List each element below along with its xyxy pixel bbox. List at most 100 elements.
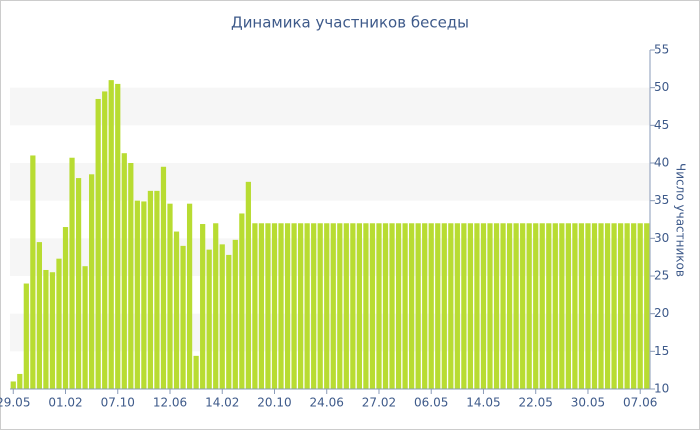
bar: [298, 223, 304, 389]
bar: [173, 231, 180, 389]
bar: [520, 223, 526, 389]
bar: [604, 223, 611, 389]
bar: [572, 223, 578, 389]
chart-title: Динамика участников беседы: [231, 14, 469, 32]
bar: [23, 283, 29, 389]
y-axis-label: Число участников: [674, 163, 688, 277]
y-tick-label: 25: [654, 269, 669, 283]
bar: [382, 223, 389, 389]
bar: [506, 223, 513, 389]
y-tick-label: 10: [654, 382, 669, 396]
bar: [284, 223, 291, 389]
bar: [356, 223, 362, 389]
bar: [69, 157, 75, 389]
bar: [343, 223, 349, 389]
bar: [480, 223, 487, 389]
bar: [36, 242, 42, 389]
bar: [232, 239, 238, 389]
bar: [513, 223, 519, 389]
x-tick-label: 07.06: [623, 396, 657, 410]
x-tick-label: 22.05: [519, 396, 553, 410]
bar: [448, 223, 454, 389]
bar: [278, 223, 284, 389]
bar: [75, 178, 82, 389]
bar: [644, 223, 650, 389]
bar: [428, 223, 434, 389]
bar: [585, 223, 591, 389]
bar: [258, 223, 265, 389]
bar: [422, 223, 428, 389]
bar: [624, 223, 630, 389]
bar: [226, 254, 232, 389]
bar: [415, 223, 421, 389]
bar: [102, 91, 108, 389]
bar: [121, 153, 127, 389]
bar: [637, 223, 643, 389]
bar: [49, 272, 56, 389]
bar: [95, 98, 101, 389]
bar: [17, 373, 23, 389]
bar: [245, 181, 251, 389]
bar: [134, 200, 140, 389]
bar: [141, 201, 147, 389]
bar: [193, 355, 199, 389]
bar: [409, 223, 415, 389]
bar: [154, 190, 160, 389]
bar: [89, 174, 95, 389]
y-tick-label: 35: [654, 193, 669, 207]
bar: [115, 83, 121, 390]
bar: [128, 163, 134, 389]
bar: [200, 224, 206, 389]
bar: [206, 249, 212, 389]
x-tick-label: 12.06: [153, 396, 187, 410]
bar: [559, 223, 565, 389]
bar: [147, 190, 154, 389]
bar: [493, 223, 500, 389]
bar: [213, 223, 219, 389]
bar: [219, 244, 225, 389]
bar: [578, 223, 585, 389]
bar: [631, 223, 637, 389]
y-tick-label: 40: [654, 156, 669, 170]
bar: [363, 223, 369, 389]
bar: [591, 223, 598, 389]
bar: [324, 223, 330, 389]
bar: [435, 223, 441, 389]
bar: [10, 381, 16, 389]
bar: [304, 223, 310, 389]
y-tick-label: 30: [654, 231, 669, 245]
bar: [291, 223, 297, 389]
bar: [265, 223, 271, 389]
bar: [160, 166, 167, 389]
y-tick-label: 20: [654, 306, 669, 320]
x-tick-label: 14.02: [205, 396, 239, 410]
bar: [395, 223, 402, 389]
bar: [611, 223, 617, 389]
bar: [618, 223, 624, 389]
bar: [311, 223, 317, 389]
bar: [389, 223, 395, 389]
x-tick-label: 07.10: [101, 396, 135, 410]
bar: [330, 223, 336, 389]
bar: [461, 223, 467, 389]
x-tick-label: 14.05: [466, 396, 500, 410]
bar: [474, 223, 480, 389]
bar: [546, 223, 552, 389]
bar: [539, 223, 545, 389]
x-tick-label: 24.06: [310, 396, 344, 410]
bar: [108, 80, 114, 389]
bar: [369, 223, 376, 389]
bar: [62, 227, 69, 389]
bar: [180, 245, 186, 389]
bar: [271, 223, 278, 389]
bar: [186, 203, 193, 389]
bar: [82, 266, 88, 389]
bar: [526, 223, 532, 389]
bar: [402, 223, 408, 389]
bar: [167, 203, 173, 389]
bar: [467, 223, 474, 389]
bar: [441, 223, 447, 389]
bar: [30, 155, 36, 389]
x-tick-label: 27.02: [362, 396, 396, 410]
